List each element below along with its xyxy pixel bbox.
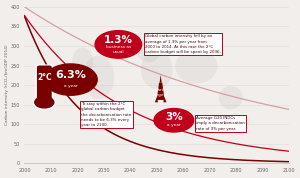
- Text: a year: a year: [167, 123, 181, 127]
- Polygon shape: [163, 97, 167, 102]
- Text: a year: a year: [64, 83, 78, 88]
- FancyBboxPatch shape: [35, 64, 53, 103]
- Circle shape: [44, 64, 97, 95]
- Y-axis label: Carbon intensity (tCO₂/$mGDP 2014): Carbon intensity (tCO₂/$mGDP 2014): [5, 45, 9, 125]
- Text: 1.3%: 1.3%: [104, 35, 133, 46]
- Ellipse shape: [72, 48, 93, 76]
- Polygon shape: [155, 97, 158, 102]
- Text: Paris
targets: Paris targets: [153, 88, 169, 96]
- Text: Global carbon intensity fell by an
average of 1.3% per year from
2000 to 2014. A: Global carbon intensity fell by an avera…: [145, 34, 220, 54]
- Text: To stay within the 2°C
global carbon budget
the decarbonisation rate
needs to be: To stay within the 2°C global carbon bud…: [81, 102, 132, 127]
- Circle shape: [95, 31, 142, 58]
- Ellipse shape: [137, 39, 161, 62]
- Circle shape: [35, 97, 54, 108]
- Polygon shape: [157, 83, 165, 100]
- Circle shape: [154, 109, 194, 132]
- Text: 6.3%: 6.3%: [55, 70, 86, 80]
- Text: 2°C: 2°C: [37, 73, 52, 82]
- Text: business as
usual: business as usual: [106, 45, 131, 54]
- Polygon shape: [160, 75, 162, 83]
- Ellipse shape: [175, 49, 218, 83]
- Circle shape: [33, 96, 56, 110]
- Ellipse shape: [141, 50, 172, 89]
- Text: 3%: 3%: [165, 112, 183, 122]
- FancyBboxPatch shape: [37, 66, 52, 101]
- Ellipse shape: [83, 55, 114, 99]
- Ellipse shape: [219, 86, 243, 109]
- Text: Average G20 INDCs
imply a decarbonisation
rate of 3% per year.: Average G20 INDCs imply a decarbonisatio…: [196, 116, 245, 131]
